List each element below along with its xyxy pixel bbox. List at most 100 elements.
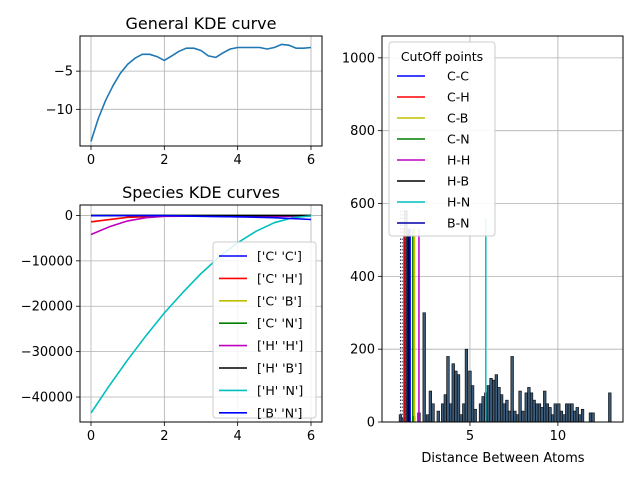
cutoff-legend-label: C-H bbox=[447, 90, 470, 105]
cutoff-histogram-xlabel: Distance Between Atoms bbox=[421, 451, 584, 466]
species-kde-legend-label: ['B' 'N'] bbox=[257, 405, 302, 420]
cutoff-histogram-bar bbox=[591, 412, 595, 423]
cutoff-legend-label: B-N bbox=[447, 216, 469, 231]
species-kde-series bbox=[90, 214, 312, 414]
species-kde-tick-label-y: −20000 bbox=[21, 300, 73, 315]
cutoff-histogram-tick-label-y: 600 bbox=[350, 197, 375, 212]
species-kde-legend-label: ['C' 'H'] bbox=[257, 271, 303, 286]
cutoff-legend-label: H-B bbox=[447, 174, 469, 189]
species-kde-tick-label-y: −10000 bbox=[21, 254, 73, 269]
species-kde-tick-label-y: −40000 bbox=[21, 391, 73, 406]
cutoff-histogram-bar bbox=[456, 374, 461, 423]
cutoff-histogram-bar bbox=[502, 403, 506, 423]
cutoff-histogram-bar bbox=[532, 399, 536, 423]
species-kde-tick-label-x: 0 bbox=[87, 429, 95, 444]
general-kde-plot-area bbox=[80, 36, 322, 146]
cutoff-histogram-bar bbox=[494, 374, 498, 423]
cutoff-histogram-bar bbox=[426, 414, 430, 423]
cutoff-histogram-bar bbox=[540, 407, 544, 423]
cutoff-histogram-bar bbox=[431, 403, 435, 423]
cutoff-histogram-bar bbox=[507, 410, 512, 423]
cutoff-histogram-bar bbox=[478, 403, 483, 423]
species-kde-legend-label: ['C' 'B'] bbox=[257, 293, 302, 308]
cutoff-histogram-ticks: 5 10 0 200 400 600 800 1000 bbox=[342, 51, 566, 444]
cutoff-histogram-bar bbox=[580, 408, 585, 423]
cutoff-histogram-bar bbox=[468, 370, 472, 423]
cutoff-histogram-tick-label-x: 5 bbox=[466, 429, 474, 444]
cutoff-histogram-bar bbox=[459, 414, 463, 423]
cutoff-histogram-bar bbox=[422, 312, 426, 423]
cutoff-legend-box bbox=[388, 41, 496, 237]
cutoff-histogram-bar bbox=[565, 403, 569, 423]
general-kde-tick-label-y: −10 bbox=[46, 103, 73, 118]
cutoff-histogram-bar bbox=[428, 390, 432, 423]
general-kde-ticks: 0 2 4 6 −5 −10 bbox=[46, 65, 316, 168]
species-kde-series-line-7 bbox=[90, 214, 312, 221]
species-kde-tick-label-x: 2 bbox=[160, 429, 168, 444]
general-kde-tick-label-x: 6 bbox=[307, 153, 315, 168]
general-kde-tick-label-x: 2 bbox=[160, 153, 168, 168]
cutoff-histogram-bar bbox=[567, 403, 571, 423]
species-kde-legend-label: ['H' 'N'] bbox=[257, 383, 303, 398]
cutoff-histogram-bar bbox=[489, 378, 493, 423]
general-kde-frame bbox=[79, 35, 323, 147]
general-kde-series-line-0 bbox=[90, 43, 312, 142]
cutoff-histogram-tick-label-y: 1000 bbox=[342, 51, 375, 66]
cutoff-histogram-bar bbox=[518, 390, 522, 423]
cutoff-histogram-bar bbox=[446, 356, 450, 423]
general-kde-series bbox=[90, 43, 312, 142]
general-kde-title: General KDE curve bbox=[126, 14, 277, 33]
species-kde-tick-label-x: 6 bbox=[307, 429, 315, 444]
general-kde-tick-label-x: 4 bbox=[234, 153, 242, 168]
species-kde-frame bbox=[79, 204, 323, 423]
cutoff-legend-title: CutOff points bbox=[401, 49, 483, 64]
cutoff-histogram-bar bbox=[497, 387, 501, 423]
species-kde-tick-label-y: 0 bbox=[65, 209, 73, 224]
cutoff-histogram-bar bbox=[575, 407, 579, 423]
cutoff-histogram-bar bbox=[559, 410, 564, 423]
cutoff-histogram-bar bbox=[492, 379, 496, 423]
cutoff-histogram-tick-label-y: 200 bbox=[350, 343, 375, 358]
species-kde-tick-label-x: 4 bbox=[234, 429, 242, 444]
cutoff-histogram-bar bbox=[527, 387, 531, 423]
cutoff-histogram-bar bbox=[524, 392, 528, 423]
general-kde-tick-label-x: 0 bbox=[87, 153, 95, 168]
cutoff-histogram-tick-label-y: 800 bbox=[350, 124, 375, 139]
cutoff-histogram-bar bbox=[573, 410, 577, 423]
cutoff-legend-label: H-H bbox=[447, 153, 470, 168]
cutoff-histogram-bar bbox=[505, 399, 509, 423]
cutoff-histogram-bar bbox=[500, 394, 504, 423]
cutoff-histogram-bar bbox=[510, 356, 514, 423]
cutoff-legend-label: H-N bbox=[447, 195, 470, 210]
cutoff-histogram-bar bbox=[588, 412, 593, 423]
cutoff-histogram-bar bbox=[464, 348, 469, 423]
cutoff-histogram-bar bbox=[473, 408, 477, 423]
cutoff-histogram-panel: 5 10 0 200 400 600 800 1000 Distance Between At… bbox=[342, 35, 624, 466]
species-kde-series-line-6 bbox=[90, 215, 312, 414]
cutoff-histogram-bar bbox=[551, 414, 555, 423]
general-kde-tick-label-y: −5 bbox=[54, 65, 73, 80]
cutoff-histogram-bar bbox=[553, 403, 557, 423]
cutoff-histogram-bar bbox=[462, 403, 466, 423]
cutoff-histogram-bar bbox=[562, 414, 566, 423]
cutoff-histogram-bar bbox=[486, 385, 491, 423]
species-kde-legend-box bbox=[212, 241, 317, 419]
species-kde-legend-label: ['H' 'H'] bbox=[257, 338, 303, 353]
cutoff-histogram-frame bbox=[381, 35, 624, 423]
cutoff-histogram-tick-label-x: 10 bbox=[550, 429, 567, 444]
cutoff-histogram-cutoff-lines bbox=[403, 218, 487, 422]
cutoff-histogram-bar bbox=[557, 403, 561, 423]
cutoff-legend: CutOff points C-C C-H C-B C-N H-H H-B H-N B-N bbox=[388, 41, 496, 237]
cutoff-histogram-bar bbox=[545, 403, 549, 423]
cutoff-histogram-bar bbox=[537, 403, 542, 423]
cutoff-histogram-bar bbox=[548, 407, 552, 423]
species-kde-legend: ['C' 'C'] ['C' 'H'] ['C' 'B'] ['C' 'N'] ['H'… bbox=[212, 241, 317, 420]
cutoff-legend-label: C-B bbox=[447, 111, 468, 126]
cutoff-histogram-tick-label-y: 400 bbox=[350, 270, 375, 285]
species-kde-title: Species KDE curves bbox=[122, 183, 280, 202]
species-kde-legend-label: ['C' 'N'] bbox=[257, 316, 303, 331]
cutoff-histogram-bar bbox=[441, 403, 445, 423]
cutoff-histogram-bar bbox=[513, 410, 517, 423]
cutoff-histogram-bar bbox=[436, 410, 440, 423]
